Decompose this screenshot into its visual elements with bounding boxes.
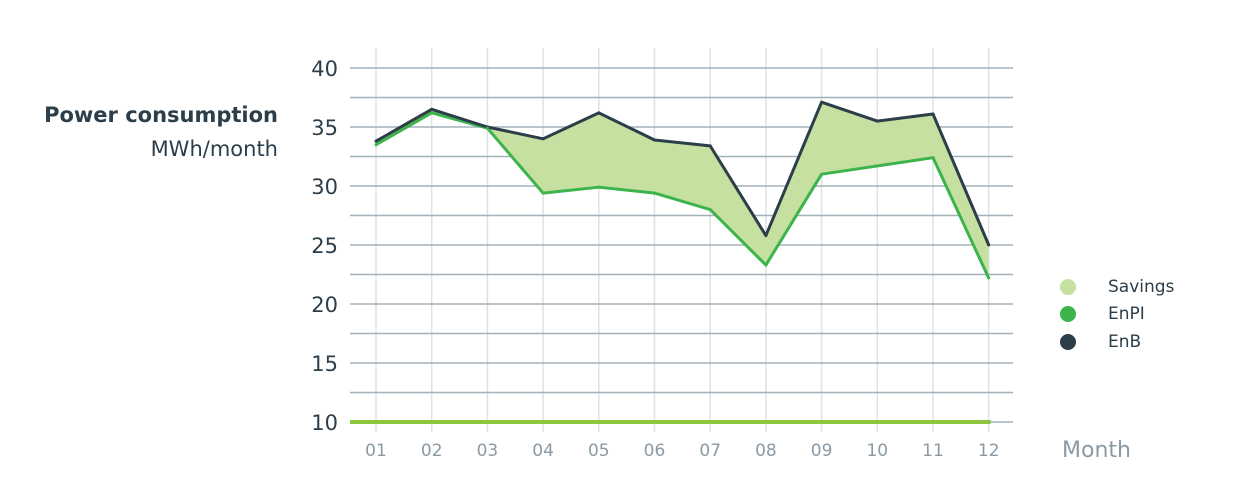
data-point-enpi	[875, 164, 879, 168]
x-axis-title: Month	[1062, 438, 1131, 463]
x-tick-label: 06	[644, 441, 666, 461]
data-point-enpi	[653, 191, 656, 195]
x-tick-label: 05	[588, 441, 610, 461]
data-point-enb	[820, 100, 824, 104]
y-axis-unit: MWh/month	[150, 137, 278, 161]
y-tick-label: 25	[311, 234, 338, 258]
data-point-enpi	[820, 172, 824, 176]
data-point-enb	[374, 139, 378, 143]
data-point-enb	[708, 144, 712, 148]
data-point-enb	[987, 243, 991, 247]
data-point-enpi	[931, 156, 935, 160]
savings-area	[376, 102, 989, 279]
data-point-enpi	[485, 126, 489, 130]
x-tick-label: 01	[365, 441, 387, 461]
data-point-enb	[597, 111, 601, 115]
data-point-enb	[430, 107, 434, 111]
x-tick-label: 02	[421, 441, 443, 461]
data-point-enpi	[541, 191, 545, 195]
legend-swatch-enb	[1060, 333, 1076, 350]
legend-swatch-savings	[1060, 278, 1076, 295]
series-line-enb	[375, 100, 991, 246]
data-point-enb	[764, 234, 768, 238]
legend-label-enb: EnB	[1108, 331, 1142, 352]
y-tick-label: 15	[311, 352, 338, 376]
data-point-enpi	[374, 143, 378, 147]
legend-item-savings: Savings	[1060, 273, 1174, 301]
data-point-enpi	[764, 263, 768, 267]
y-axis-title: Power consumption	[44, 103, 278, 127]
data-point-enpi	[708, 208, 712, 212]
data-point-enpi	[597, 185, 601, 189]
data-point-enb	[931, 112, 935, 116]
x-tick-label: 07	[699, 441, 721, 461]
x-tick-label: 03	[477, 441, 499, 461]
legend: Savings EnPI EnB	[1060, 273, 1174, 356]
y-tick-label: 35	[311, 116, 338, 140]
y-axis-label: Power consumption MWh/month	[44, 98, 278, 166]
legend-swatch-enpi	[1060, 306, 1076, 323]
data-point-enb	[653, 138, 656, 142]
legend-item-enb: EnB	[1060, 328, 1174, 356]
x-tick-label: 08	[755, 441, 777, 461]
data-point-enb	[541, 137, 545, 141]
data-point-enpi	[430, 111, 434, 115]
data-point-enpi	[987, 276, 991, 280]
x-tick-label: 04	[532, 441, 554, 461]
x-tick-label: 10	[866, 441, 888, 461]
y-tick-label: 40	[311, 57, 338, 81]
x-tick-label: 12	[978, 441, 1000, 461]
y-tick-label: 10	[311, 411, 338, 435]
legend-label-enpi: EnPI	[1108, 304, 1145, 325]
y-tick-label: 30	[311, 175, 338, 199]
x-tick-label: 11	[922, 441, 944, 461]
legend-item-enpi: EnPI	[1060, 301, 1174, 329]
y-tick-label: 20	[311, 293, 338, 317]
data-point-enb	[875, 119, 879, 123]
x-tick-label: 09	[811, 441, 833, 461]
legend-label-savings: Savings	[1108, 276, 1175, 297]
